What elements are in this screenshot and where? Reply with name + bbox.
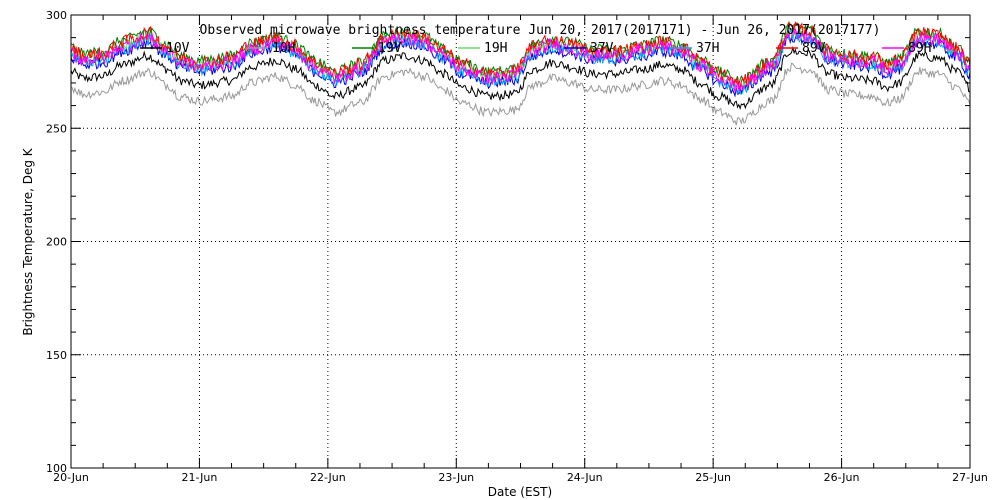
x-tick-label: 23-Jun <box>438 471 474 484</box>
legend-label-37v: 37V <box>590 41 614 56</box>
x-tick-label: 25-Jun <box>695 471 731 484</box>
x-tick-label: 21-Jun <box>182 471 218 484</box>
legend: 10V 10H 19V 19H 37V 37H 89V 89H <box>140 41 931 56</box>
grid-lines <box>71 15 970 468</box>
series-line-10h <box>71 62 971 126</box>
legend-label-10v: 10V <box>166 41 190 56</box>
legend-label-89h: 89H <box>908 41 931 56</box>
x-tick-label: 26-Jun <box>824 471 860 484</box>
series-lines <box>70 20 971 126</box>
x-tick-labels: 20-Jun 21-Jun 22-Jun 23-Jun 24-Jun 25-Jun 26-J… <box>53 471 988 484</box>
x-axis-title: Date (EST) <box>488 485 552 499</box>
y-tick-label: 300 <box>46 9 67 22</box>
legend-label-19v: 19V <box>378 41 402 56</box>
y-tick-label: 100 <box>46 462 67 475</box>
series-line-89h <box>70 27 971 93</box>
x-tick-label: 24-Jun <box>567 471 603 484</box>
x-tick-label: 22-Jun <box>310 471 346 484</box>
y-tick-label: 200 <box>46 236 67 249</box>
series-line-89v <box>70 21 971 90</box>
x-tick-label: 20-Jun <box>53 471 89 484</box>
y-axis-title: Brightness Temperature, Deg K <box>21 147 35 335</box>
legend-label-10h: 10H <box>272 41 295 56</box>
y-tick-label: 150 <box>46 349 67 362</box>
legend-label-19h: 19H <box>484 41 507 56</box>
series-line-10v <box>70 45 971 111</box>
chart-title: Observed microwave brightness temperatur… <box>200 23 881 38</box>
minor-ticks <box>70 14 971 469</box>
legend-label-89v: 89V <box>802 41 826 56</box>
legend-label-37h: 37H <box>696 41 719 56</box>
y-tick-labels: 100 150 200 250 300 <box>46 9 67 475</box>
x-tick-label: 27-Jun <box>952 471 988 484</box>
y-tick-label: 250 <box>46 122 67 135</box>
plot-frame <box>70 14 971 469</box>
